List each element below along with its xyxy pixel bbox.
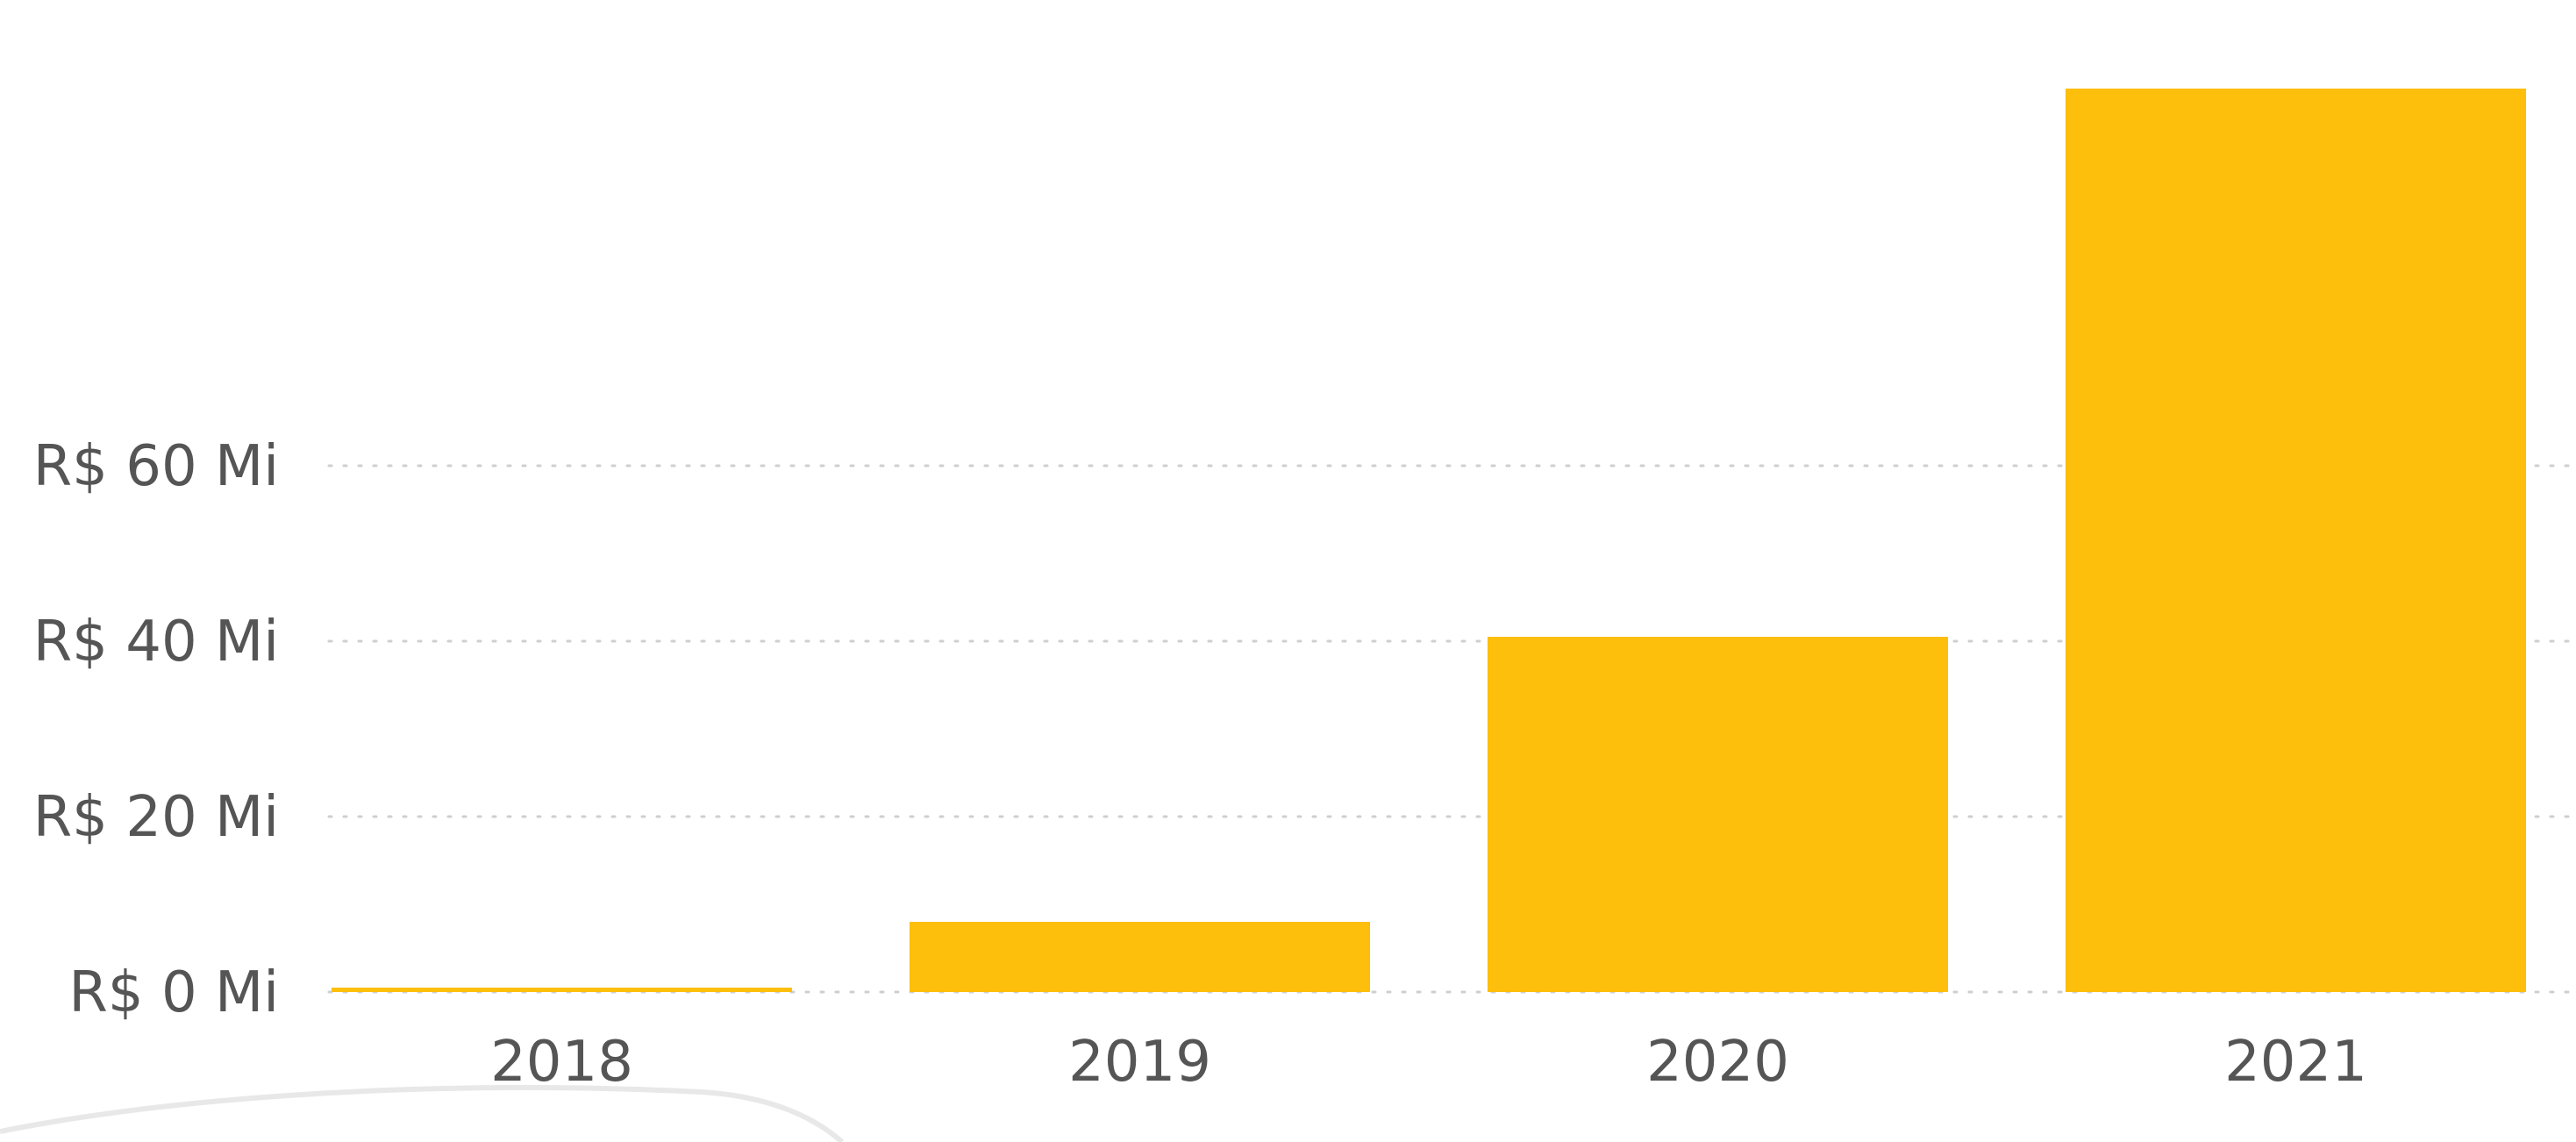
x-tick-label-2020: 2020 — [1646, 1030, 1789, 1095]
y-tick-label: R$ 60 Mi — [33, 434, 279, 499]
y-tick-label: R$ 20 Mi — [33, 785, 279, 850]
bar-2020[interactable] — [1488, 637, 1948, 992]
x-tick-label-2019: 2019 — [1068, 1030, 1211, 1095]
y-tick-label: R$ 40 Mi — [33, 610, 279, 674]
bar-2019[interactable] — [910, 922, 1370, 992]
y-axis-ticks: R$ 0 Mi R$ 20 Mi R$ 40 Mi R$ 60 Mi — [33, 434, 279, 1025]
x-axis-ticks: 2018 2019 2020 2021 — [490, 1030, 2367, 1095]
background-decoration — [0, 1085, 845, 1142]
decorative-curve — [0, 1085, 845, 1142]
x-tick-label-2021: 2021 — [2224, 1030, 2367, 1095]
bars — [332, 89, 2526, 992]
bar-2021[interactable] — [2066, 89, 2526, 992]
bar-2018[interactable] — [332, 988, 792, 992]
x-tick-label-2018: 2018 — [490, 1030, 633, 1095]
y-tick-label: R$ 0 Mi — [68, 960, 279, 1025]
